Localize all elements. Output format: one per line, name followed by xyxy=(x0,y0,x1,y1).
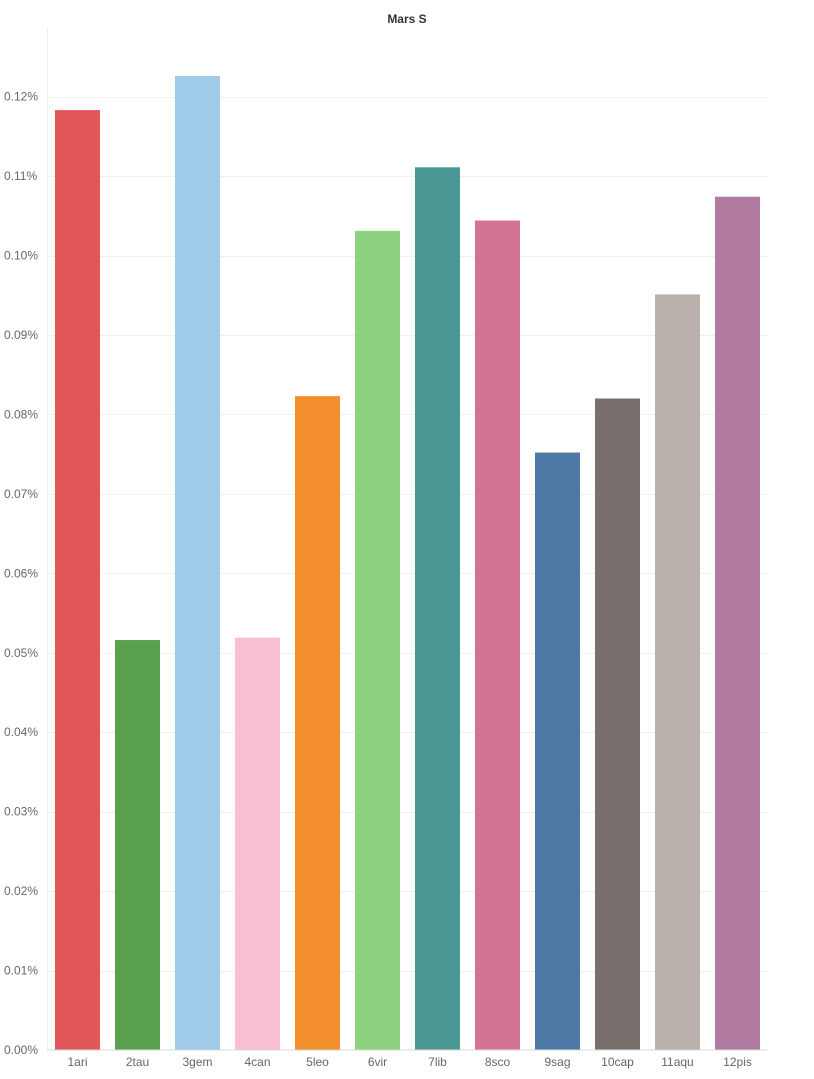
y-tick-label: 0.06% xyxy=(4,566,38,580)
y-tick-label: 0.00% xyxy=(4,1043,38,1057)
y-tick-label: 0.09% xyxy=(4,328,38,342)
y-tick-label: 0.01% xyxy=(4,964,38,978)
bar-6vir[interactable] xyxy=(355,230,400,1051)
y-axis-ticks: 0.00% 0.01% 0.02% 0.03% 0.04% 0.05% 0.06% 0.07%… xyxy=(4,90,38,1057)
x-axis-labels: 1ari 2tau 3gem 4can 5leo 6vir 7lib 8sco 9sag 10ca… xyxy=(67,1055,751,1069)
x-tick-label: 5leo xyxy=(306,1055,329,1069)
x-tick-label: 1ari xyxy=(67,1055,87,1069)
x-tick-label: 7lib xyxy=(428,1055,447,1069)
y-tick-label: 0.08% xyxy=(4,407,38,421)
y-tick-label: 0.12% xyxy=(4,90,38,104)
bar-3gem[interactable] xyxy=(175,75,220,1051)
x-tick-label: 8sco xyxy=(485,1055,511,1069)
chart-title: Mars S xyxy=(387,12,426,26)
bar-9sag[interactable] xyxy=(535,452,580,1050)
y-tick-label: 0.04% xyxy=(4,725,38,739)
bar-4can[interactable] xyxy=(235,637,280,1050)
x-tick-label: 3gem xyxy=(182,1055,212,1069)
x-tick-label: 12pis xyxy=(723,1055,752,1069)
y-tick-label: 0.07% xyxy=(4,487,38,501)
y-tick-label: 0.03% xyxy=(4,805,38,819)
bar-1ari[interactable] xyxy=(55,110,100,1050)
bar-12pis[interactable] xyxy=(715,196,760,1050)
bar-10cap[interactable] xyxy=(595,398,640,1050)
bar-7lib[interactable] xyxy=(415,167,460,1051)
x-tick-label: 9sag xyxy=(544,1055,570,1069)
gridlines xyxy=(47,28,767,1050)
x-tick-label: 4can xyxy=(244,1055,270,1069)
bar-8sco[interactable] xyxy=(475,220,520,1051)
y-tick-label: 0.11% xyxy=(4,169,37,183)
bar-5leo[interactable] xyxy=(295,396,340,1051)
y-tick-label: 0.05% xyxy=(4,646,38,660)
x-tick-label: 10cap xyxy=(601,1055,634,1069)
x-tick-label: 11aqu xyxy=(661,1055,693,1069)
bar-2tau[interactable] xyxy=(115,640,160,1050)
bar-11aqu[interactable] xyxy=(655,294,700,1050)
y-tick-label: 0.02% xyxy=(4,884,38,898)
x-tick-label: 2tau xyxy=(126,1055,149,1069)
x-tick-label: 6vir xyxy=(368,1055,387,1069)
y-tick-label: 0.10% xyxy=(4,249,38,263)
bars xyxy=(55,75,760,1051)
